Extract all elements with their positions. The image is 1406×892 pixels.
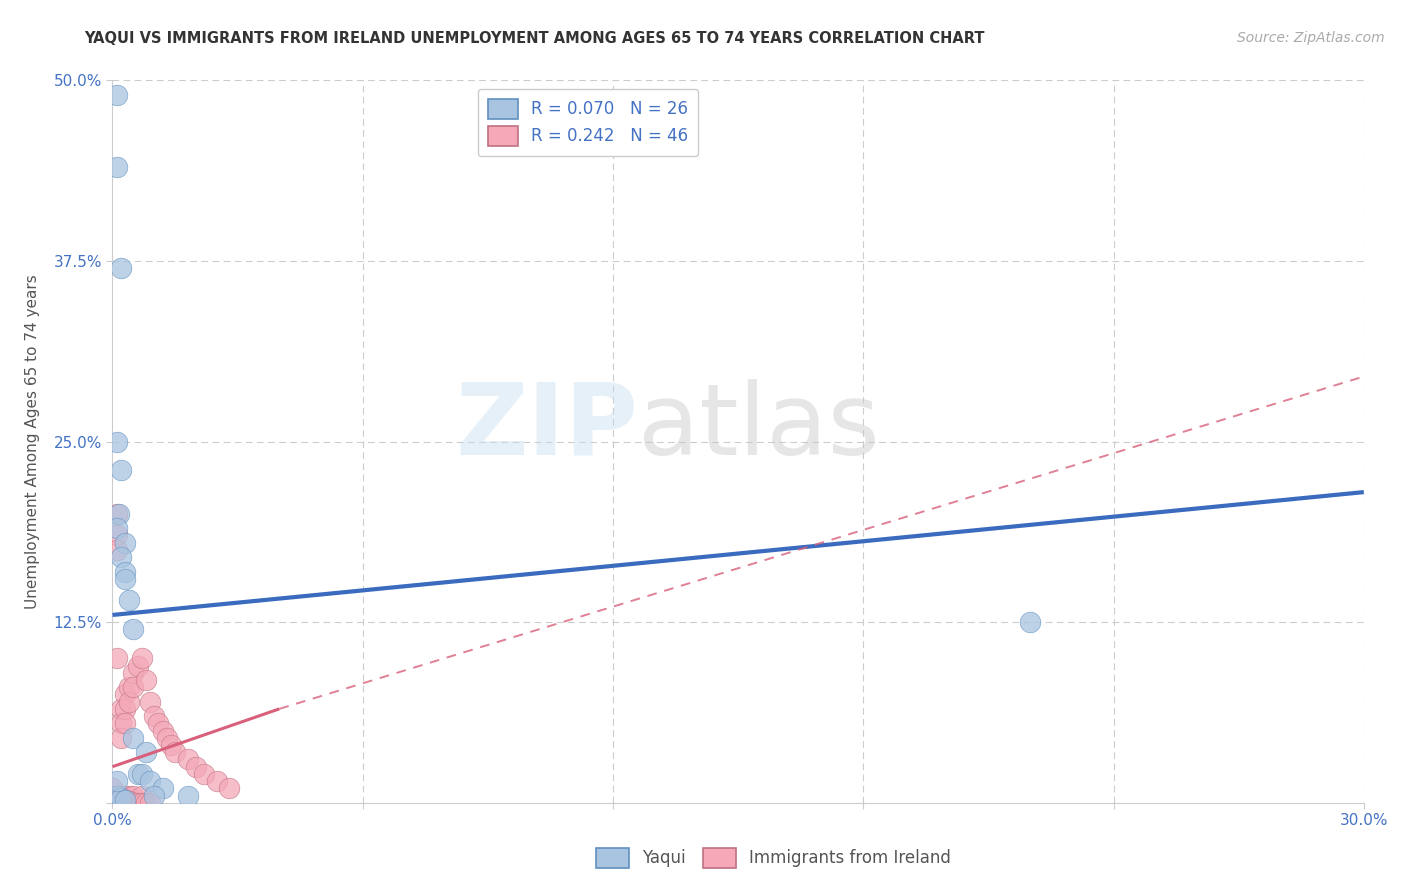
Point <box>118 680 141 694</box>
Point <box>110 716 132 731</box>
Point <box>122 680 145 694</box>
Point <box>114 535 136 549</box>
Point <box>118 794 141 808</box>
Point <box>105 789 128 803</box>
Point <box>114 565 136 579</box>
Point <box>110 702 132 716</box>
Point <box>176 752 198 766</box>
Point <box>110 791 132 805</box>
Point <box>105 789 128 803</box>
Point <box>114 793 136 807</box>
Point <box>110 789 132 803</box>
Point <box>205 774 228 789</box>
Point <box>127 796 149 810</box>
Point <box>122 665 145 680</box>
Point <box>143 789 166 803</box>
Point <box>218 781 240 796</box>
Point <box>160 738 183 752</box>
Point <box>152 781 174 796</box>
Point <box>107 507 129 521</box>
Point <box>122 789 145 803</box>
Point <box>193 767 215 781</box>
Point <box>139 774 162 789</box>
Legend: Yaqui, Immigrants from Ireland: Yaqui, Immigrants from Ireland <box>589 841 957 875</box>
Legend: R = 0.070   N = 26, R = 0.242   N = 46: R = 0.070 N = 26, R = 0.242 N = 46 <box>478 88 699 156</box>
Point <box>105 774 128 789</box>
Text: ZIP: ZIP <box>456 378 638 475</box>
Point <box>148 716 170 731</box>
Point <box>110 731 132 745</box>
Point <box>176 789 198 803</box>
Point <box>131 767 153 781</box>
Point <box>135 673 157 687</box>
Point <box>114 572 136 586</box>
Point <box>1019 615 1042 630</box>
Point <box>184 760 207 774</box>
Point <box>105 528 128 542</box>
Point <box>110 463 132 477</box>
Point <box>163 745 186 759</box>
Point <box>114 716 136 731</box>
Point <box>114 687 136 701</box>
Point <box>118 593 141 607</box>
Point <box>135 796 157 810</box>
Point <box>105 651 128 665</box>
Point <box>122 731 145 745</box>
Text: Source: ZipAtlas.com: Source: ZipAtlas.com <box>1237 31 1385 45</box>
Point <box>131 651 153 665</box>
Point <box>105 542 128 557</box>
Point <box>131 796 153 810</box>
Point <box>105 434 128 449</box>
Point <box>114 789 136 803</box>
Point <box>118 695 141 709</box>
Point <box>139 796 162 810</box>
Text: atlas: atlas <box>638 378 880 475</box>
Point <box>114 702 136 716</box>
Point <box>105 507 128 521</box>
Point <box>110 261 132 276</box>
Point <box>152 723 174 738</box>
Point <box>143 709 166 723</box>
Y-axis label: Unemployment Among Ages 65 to 74 years: Unemployment Among Ages 65 to 74 years <box>25 274 39 609</box>
Point <box>122 623 145 637</box>
Point <box>135 745 157 759</box>
Point <box>105 789 128 803</box>
Point <box>114 793 136 807</box>
Point <box>139 695 162 709</box>
Point <box>105 521 128 535</box>
Point <box>127 767 149 781</box>
Point <box>110 791 132 805</box>
Point <box>118 789 141 803</box>
Point <box>101 781 124 796</box>
Point <box>156 731 179 745</box>
Point <box>105 160 128 174</box>
Point <box>110 550 132 565</box>
Point <box>105 87 128 102</box>
Text: YAQUI VS IMMIGRANTS FROM IRELAND UNEMPLOYMENT AMONG AGES 65 TO 74 YEARS CORRELAT: YAQUI VS IMMIGRANTS FROM IRELAND UNEMPLO… <box>84 31 984 46</box>
Point <box>101 789 124 803</box>
Point <box>122 796 145 810</box>
Point <box>131 789 153 803</box>
Point <box>127 658 149 673</box>
